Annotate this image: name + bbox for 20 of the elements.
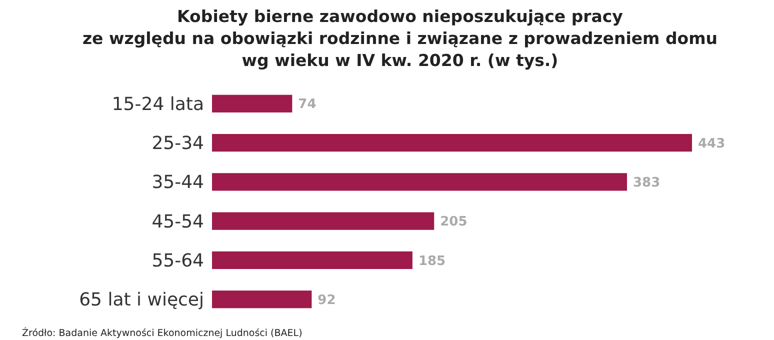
data-label: 205 bbox=[440, 214, 468, 230]
y-tick-label: 65 lat i więcej bbox=[79, 290, 204, 311]
y-tick-label: 35-44 bbox=[152, 172, 204, 194]
bar bbox=[212, 212, 434, 230]
y-tick-label: 15-24 lata bbox=[112, 94, 204, 115]
data-label: 443 bbox=[698, 136, 726, 152]
bar bbox=[212, 94, 292, 112]
bar bbox=[212, 134, 692, 152]
y-tick-label: 45-54 bbox=[152, 211, 204, 232]
data-label: 185 bbox=[418, 254, 446, 269]
y-tick-label: 25-34 bbox=[152, 133, 204, 154]
bar bbox=[212, 173, 627, 191]
data-label: 74 bbox=[298, 97, 316, 112]
chart-title: Kobiety bierne zawodowo nieposzukujące pracy ze względu na obowiązki rodzinne i związane z prowadzeniem domu wg wieku w IV kw. 2020 r. (w tys.) bbox=[82, 7, 718, 70]
bar bbox=[212, 251, 412, 270]
bar bbox=[212, 290, 312, 308]
text: Źródło: Badanie Aktywności Ekonomicznej Ludności (BAEL) bbox=[22, 327, 302, 339]
data-label: 383 bbox=[632, 175, 660, 190]
data-label: 92 bbox=[318, 292, 336, 308]
y-tick-label: 55-64 bbox=[152, 250, 204, 272]
